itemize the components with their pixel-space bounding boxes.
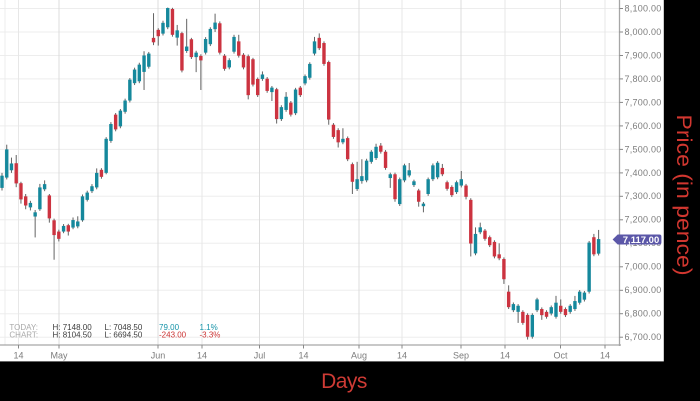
svg-text:Price (in pence): Price (in pence) [672, 115, 695, 276]
svg-text:6,900.00: 6,900.00 [625, 285, 662, 295]
svg-text:6,700.00: 6,700.00 [625, 332, 662, 342]
svg-text:1.1%: 1.1% [200, 323, 218, 332]
svg-text:H: 8104.50: H: 8104.50 [53, 331, 93, 340]
svg-text:7,800.00: 7,800.00 [625, 74, 662, 84]
svg-text:Days: Days [321, 370, 367, 393]
svg-text:14: 14 [500, 350, 510, 360]
svg-text:-243.00: -243.00 [159, 331, 187, 340]
svg-text:H: 7148.00: H: 7148.00 [53, 323, 93, 332]
svg-text:79.00: 79.00 [159, 323, 180, 332]
svg-text:14: 14 [13, 350, 23, 360]
svg-text:CHART:: CHART: [9, 331, 38, 340]
svg-text:6,800.00: 6,800.00 [625, 309, 662, 319]
svg-text:Sep: Sep [453, 350, 469, 360]
svg-text:7,400.00: 7,400.00 [625, 168, 662, 178]
svg-text:7,500.00: 7,500.00 [625, 144, 662, 154]
svg-text:7,000.00: 7,000.00 [625, 262, 662, 272]
svg-text:L: 7048.50: L: 7048.50 [105, 323, 143, 332]
svg-text:Oct: Oct [553, 350, 568, 360]
svg-text:7,117.00: 7,117.00 [623, 235, 659, 246]
svg-text:7,900.00: 7,900.00 [625, 50, 662, 60]
svg-text:14: 14 [298, 350, 308, 360]
svg-text:14: 14 [600, 350, 610, 360]
svg-text:Jul: Jul [254, 350, 266, 360]
svg-text:7,300.00: 7,300.00 [625, 191, 662, 201]
svg-text:14: 14 [197, 350, 207, 360]
svg-text:14: 14 [397, 350, 407, 360]
svg-text:7,200.00: 7,200.00 [625, 215, 662, 225]
svg-text:L: 6694.50: L: 6694.50 [105, 331, 143, 340]
svg-text:8,000.00: 8,000.00 [625, 27, 662, 37]
svg-text:Jun: Jun [151, 350, 166, 360]
svg-text:-3.3%: -3.3% [200, 331, 221, 340]
svg-text:May: May [50, 350, 68, 360]
svg-text:TODAY:: TODAY: [9, 323, 38, 332]
svg-text:8,100.00: 8,100.00 [625, 3, 662, 13]
svg-text:7,700.00: 7,700.00 [625, 97, 662, 107]
svg-text:7,600.00: 7,600.00 [625, 121, 662, 131]
svg-text:Aug: Aug [351, 350, 367, 360]
